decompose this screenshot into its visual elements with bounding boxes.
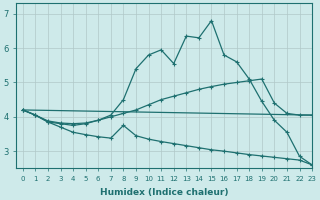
X-axis label: Humidex (Indice chaleur): Humidex (Indice chaleur) bbox=[100, 188, 228, 197]
